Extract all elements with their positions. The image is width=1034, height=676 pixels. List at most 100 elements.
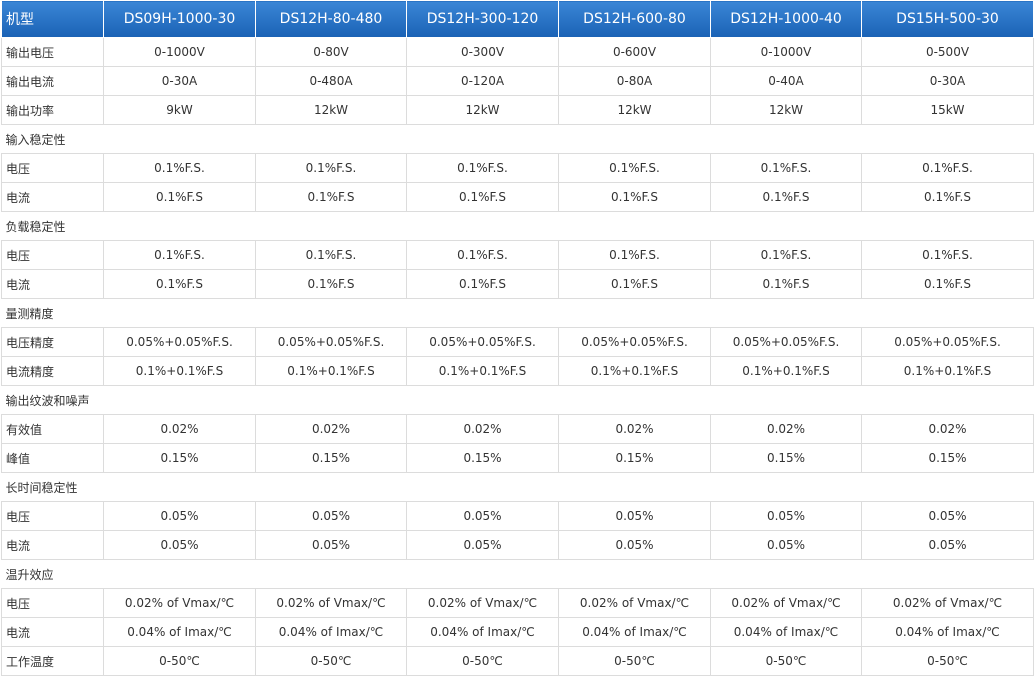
cell: 0.04% of Imax/℃ [103, 617, 256, 647]
cell: 0-120A [406, 66, 559, 96]
cell: 12kW [406, 95, 559, 125]
table-row: 电压 0.1%F.S. 0.1%F.S. 0.1%F.S. 0.1%F.S. 0.1%F.… [1, 240, 1034, 270]
cell: 0.05%+0.05%F.S. [558, 327, 711, 357]
cell: 0.02% [255, 414, 407, 444]
cell: 0.15% [861, 443, 1034, 473]
cell: 0.1%F.S. [861, 240, 1034, 270]
cell: 0.1%F.S [255, 269, 407, 299]
cell: 0.1%F.S. [558, 153, 711, 183]
cell: 0.1%F.S. [103, 240, 256, 270]
cell: 0-50℃ [558, 646, 711, 676]
cell: 0.02% of Vmax/℃ [558, 588, 711, 618]
section-label: 温升效应 [1, 559, 1034, 589]
cell: 0.05% [103, 530, 256, 560]
cell: 0-600V [558, 37, 711, 67]
table-row: 输入稳定性 [1, 124, 1034, 154]
cell: 0-80A [558, 66, 711, 96]
cell: 0.05% [558, 530, 711, 560]
row-label: 电流 [1, 182, 104, 212]
cell: 12kW [558, 95, 711, 125]
cell: 0-50℃ [710, 646, 862, 676]
header-cell: DS12H-300-120 [406, 0, 559, 38]
table-row: 电流 0.04% of Imax/℃ 0.04% of Imax/℃ 0.04% of… [1, 617, 1034, 647]
table-row: 电压 0.1%F.S. 0.1%F.S. 0.1%F.S. 0.1%F.S. 0.1%F.… [1, 153, 1034, 183]
cell: 0.05%+0.05%F.S. [255, 327, 407, 357]
cell: 0.1%+0.1%F.S [710, 356, 862, 386]
cell: 0.05%+0.05%F.S. [710, 327, 862, 357]
table-row: 电流 0.1%F.S 0.1%F.S 0.1%F.S 0.1%F.S 0.1%F.S 0.1… [1, 269, 1034, 299]
cell: 0.02% [861, 414, 1034, 444]
cell: 0.1%F.S [103, 269, 256, 299]
table-row: 负载稳定性 [1, 211, 1034, 241]
table-row: 温升效应 [1, 559, 1034, 589]
cell: 0.02% of Vmax/℃ [710, 588, 862, 618]
row-label: 输出电流 [1, 66, 104, 96]
cell: 0.02% [103, 414, 256, 444]
cell: 12kW [710, 95, 862, 125]
section-label: 输出纹波和噪声 [1, 385, 1034, 415]
header-cell: DS12H-600-80 [558, 0, 711, 38]
cell: 0-300V [406, 37, 559, 67]
cell: 0.1%+0.1%F.S [103, 356, 256, 386]
cell: 0.1%F.S. [103, 153, 256, 183]
cell: 0.1%F.S. [861, 153, 1034, 183]
table-row: 有效值 0.02% 0.02% 0.02% 0.02% 0.02% 0.02% [1, 414, 1034, 444]
cell: 0.1%F.S. [406, 240, 559, 270]
cell: 0-50℃ [406, 646, 559, 676]
cell: 0.02% [406, 414, 559, 444]
cell: 0.15% [558, 443, 711, 473]
cell: 0.1%F.S [406, 182, 559, 212]
table-row: 电压 0.02% of Vmax/℃ 0.02% of Vmax/℃ 0.02% of… [1, 588, 1034, 618]
cell: 0.1%F.S [710, 182, 862, 212]
header-cell: DS12H-1000-40 [710, 0, 862, 38]
row-label: 有效值 [1, 414, 104, 444]
cell: 0-1000V [103, 37, 256, 67]
cell: 0.02% of Vmax/℃ [103, 588, 256, 618]
section-label: 长时间稳定性 [1, 472, 1034, 502]
cell: 0-40A [710, 66, 862, 96]
section-label: 输入稳定性 [1, 124, 1034, 154]
table-row: 电流精度 0.1%+0.1%F.S 0.1%+0.1%F.S 0.1%+0.1%F.S… [1, 356, 1034, 386]
cell: 0.1%F.S [861, 269, 1034, 299]
cell: 0.02% [710, 414, 862, 444]
table-body: 输出电压 0-1000V 0-80V 0-300V 0-600V 0-1000V 0-500… [1, 37, 1034, 676]
cell: 0.05% [406, 530, 559, 560]
row-label: 输出功率 [1, 95, 104, 125]
table-row: 工作温度 0-50℃ 0-50℃ 0-50℃ 0-50℃ 0-50℃ 0-50℃ [1, 646, 1034, 676]
table-row: 峰值 0.15% 0.15% 0.15% 0.15% 0.15% 0.15% [1, 443, 1034, 473]
header-cell: DS12H-80-480 [255, 0, 407, 38]
row-label: 输出电压 [1, 37, 104, 67]
table-row: 输出功率 9kW 12kW 12kW 12kW 12kW 15kW [1, 95, 1034, 125]
cell: 9kW [103, 95, 256, 125]
cell: 0.05% [103, 501, 256, 531]
table-row: 量测精度 [1, 298, 1034, 328]
cell: 0-30A [103, 66, 256, 96]
cell: 0.04% of Imax/℃ [406, 617, 559, 647]
table-row: 电流 0.1%F.S 0.1%F.S 0.1%F.S 0.1%F.S 0.1%F.S 0.1… [1, 182, 1034, 212]
cell: 0.02% [558, 414, 711, 444]
row-label: 工作温度 [1, 646, 104, 676]
cell: 0.02% of Vmax/℃ [255, 588, 407, 618]
header-row: 机型 DS09H-1000-30 DS12H-80-480 DS12H-300-120… [1, 0, 1034, 38]
section-label: 量测精度 [1, 298, 1034, 328]
row-label: 电流精度 [1, 356, 104, 386]
cell: 0.15% [103, 443, 256, 473]
cell: 0.1%F.S. [255, 153, 407, 183]
cell: 0-1000V [710, 37, 862, 67]
row-label: 电流 [1, 269, 104, 299]
cell: 0.1%+0.1%F.S [406, 356, 559, 386]
cell: 0.15% [255, 443, 407, 473]
cell: 0.1%F.S. [710, 153, 862, 183]
cell: 0-50℃ [103, 646, 256, 676]
cell: 0-500V [861, 37, 1034, 67]
cell: 0.15% [406, 443, 559, 473]
cell: 0.1%+0.1%F.S [558, 356, 711, 386]
cell: 0.1%F.S. [406, 153, 559, 183]
header-cell: DS09H-1000-30 [103, 0, 256, 38]
cell: 0.05% [255, 501, 407, 531]
table-row: 输出电压 0-1000V 0-80V 0-300V 0-600V 0-1000V 0-500… [1, 37, 1034, 67]
cell: 0.1%F.S. [710, 240, 862, 270]
table-row: 电压 0.05% 0.05% 0.05% 0.05% 0.05% 0.05% [1, 501, 1034, 531]
table-row: 输出纹波和噪声 [1, 385, 1034, 415]
section-label: 负载稳定性 [1, 211, 1034, 241]
